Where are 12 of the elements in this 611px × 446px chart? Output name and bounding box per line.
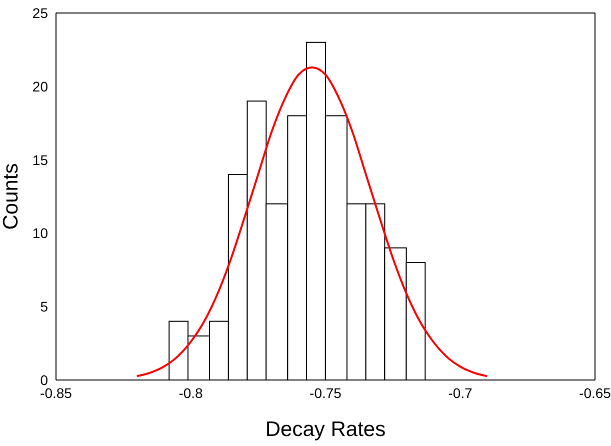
y-tick-label: 15 xyxy=(32,152,48,168)
x-tick-label: -0.65 xyxy=(579,384,611,401)
y-axis-title: Counts xyxy=(0,163,22,230)
line-series xyxy=(136,66,488,378)
y-tick-label: 25 xyxy=(32,4,48,21)
x-tick-label: -0.7 xyxy=(448,384,473,401)
x-tick-label: -0.75 xyxy=(310,384,342,401)
x-tick-label: -0.8 xyxy=(178,384,204,401)
y-tick-label: 20 xyxy=(32,78,48,94)
x-axis-title: Decay Rates xyxy=(265,418,386,441)
y-tick-label: 5 xyxy=(40,298,48,315)
y-tick-label: 10 xyxy=(32,225,48,242)
